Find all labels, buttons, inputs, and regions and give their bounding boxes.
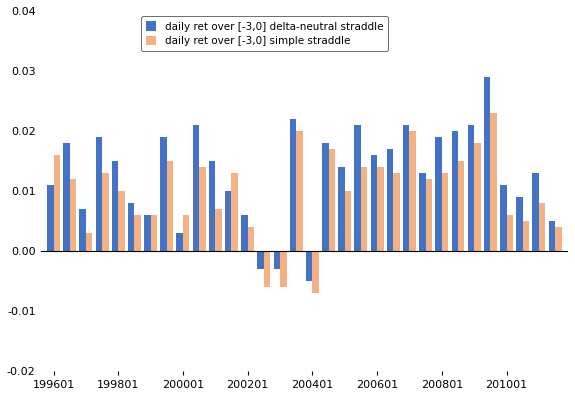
Bar [264, 251, 270, 287]
Bar [403, 125, 409, 251]
Bar [442, 173, 448, 251]
Bar [338, 167, 345, 251]
Bar [102, 173, 109, 251]
Bar [258, 251, 264, 269]
Bar [248, 227, 254, 251]
Bar [458, 161, 465, 251]
Bar [241, 215, 248, 251]
Bar [345, 191, 351, 251]
Bar [516, 197, 523, 251]
Bar [70, 179, 76, 251]
Bar [377, 167, 384, 251]
Bar [490, 113, 497, 251]
Bar [426, 179, 432, 251]
Bar [354, 125, 361, 251]
Bar [532, 173, 539, 251]
Bar [167, 161, 173, 251]
Bar [523, 221, 529, 251]
Bar [474, 143, 481, 251]
Bar [183, 215, 189, 251]
Bar [225, 191, 232, 251]
Bar [160, 137, 167, 251]
Bar [63, 143, 70, 251]
Bar [86, 233, 93, 251]
Bar [47, 185, 53, 251]
Bar [135, 215, 141, 251]
Bar [312, 251, 319, 293]
Bar [280, 251, 286, 287]
Bar [507, 215, 513, 251]
Bar [177, 233, 183, 251]
Bar [112, 161, 118, 251]
Bar [451, 131, 458, 251]
Bar [144, 215, 151, 251]
Bar [232, 173, 238, 251]
Bar [409, 131, 416, 251]
Bar [296, 131, 302, 251]
Bar [215, 209, 222, 251]
Bar [199, 167, 206, 251]
Bar [484, 77, 490, 251]
Bar [53, 155, 60, 251]
Bar [274, 251, 280, 269]
Bar [290, 119, 296, 251]
Legend: daily ret over [-3,0] delta-neutral straddle, daily ret over [-3,0] simple strad: daily ret over [-3,0] delta-neutral stra… [141, 16, 388, 51]
Bar [393, 173, 400, 251]
Bar [435, 137, 442, 251]
Bar [467, 125, 474, 251]
Bar [387, 149, 393, 251]
Bar [555, 227, 562, 251]
Bar [500, 185, 507, 251]
Bar [79, 209, 86, 251]
Bar [539, 203, 546, 251]
Bar [209, 161, 215, 251]
Bar [322, 143, 328, 251]
Bar [128, 203, 135, 251]
Bar [151, 215, 157, 251]
Bar [306, 251, 312, 281]
Bar [549, 221, 555, 251]
Bar [371, 155, 377, 251]
Bar [419, 173, 426, 251]
Bar [328, 149, 335, 251]
Bar [193, 125, 199, 251]
Bar [361, 167, 367, 251]
Bar [95, 137, 102, 251]
Bar [118, 191, 125, 251]
